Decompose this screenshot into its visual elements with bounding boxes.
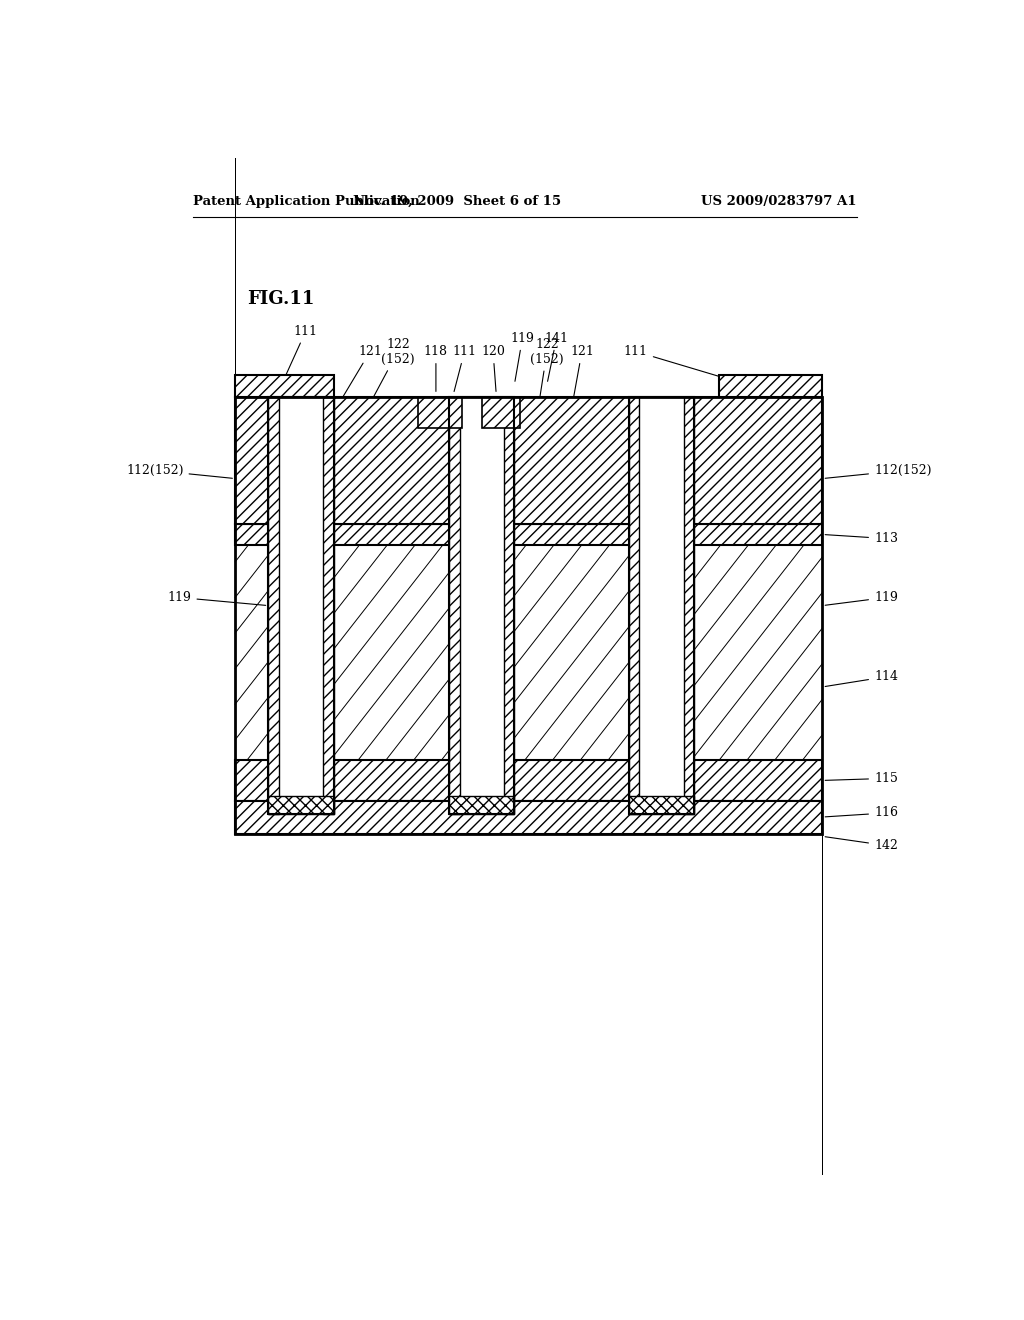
Bar <box>324 397 334 814</box>
Bar <box>236 397 822 524</box>
Text: 111: 111 <box>279 325 317 392</box>
Text: 111: 111 <box>624 345 776 393</box>
Bar <box>719 375 822 397</box>
Bar <box>236 397 822 834</box>
Bar <box>629 796 694 814</box>
Text: 115: 115 <box>825 772 898 785</box>
Text: US 2009/0283797 A1: US 2009/0283797 A1 <box>701 194 856 207</box>
Bar <box>418 397 462 428</box>
Bar <box>482 397 520 428</box>
Text: 113: 113 <box>825 532 898 545</box>
Bar <box>450 397 514 814</box>
Text: 122
(152): 122 (152) <box>361 338 415 420</box>
Text: 119: 119 <box>825 591 898 606</box>
Text: 142: 142 <box>825 837 898 851</box>
Bar <box>450 796 514 814</box>
Bar <box>629 397 694 814</box>
Bar <box>268 397 279 814</box>
Bar <box>450 397 460 814</box>
Text: 114: 114 <box>825 671 898 686</box>
Text: 118: 118 <box>424 345 447 392</box>
Text: 112(152): 112(152) <box>825 463 932 478</box>
Bar <box>236 524 822 545</box>
Text: FIG.11: FIG.11 <box>247 289 314 308</box>
Text: 111: 111 <box>453 345 476 392</box>
Bar <box>268 397 334 814</box>
Bar <box>684 397 694 814</box>
Bar <box>629 397 639 814</box>
Text: 141: 141 <box>545 331 568 381</box>
Bar <box>236 801 822 834</box>
Text: 121: 121 <box>335 345 382 411</box>
Text: 122
(152): 122 (152) <box>530 338 564 420</box>
Text: Patent Application Publication: Patent Application Publication <box>194 194 420 207</box>
Bar <box>236 760 822 801</box>
Bar <box>236 375 334 397</box>
Bar <box>236 545 822 760</box>
Text: 120: 120 <box>481 345 505 392</box>
Text: 119: 119 <box>168 591 265 606</box>
Bar <box>268 397 334 814</box>
Bar <box>450 397 514 814</box>
Bar <box>629 397 694 814</box>
Text: 116: 116 <box>825 807 898 820</box>
Text: 112(152): 112(152) <box>126 463 232 478</box>
Text: 119: 119 <box>511 331 535 381</box>
Bar <box>268 796 334 814</box>
Text: Nov. 19, 2009  Sheet 6 of 15: Nov. 19, 2009 Sheet 6 of 15 <box>353 194 561 207</box>
Bar <box>504 397 514 814</box>
Text: 121: 121 <box>570 345 594 409</box>
